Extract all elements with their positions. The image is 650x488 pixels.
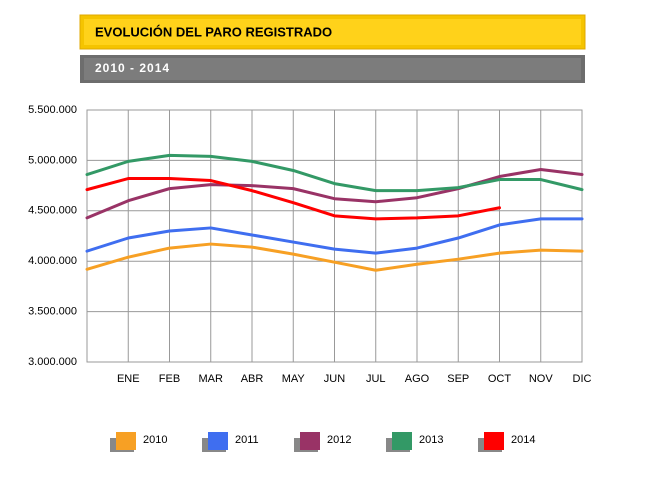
legend-label: 2014 [511, 434, 535, 446]
y-tick-label: 4.000.000 [28, 255, 77, 267]
x-tick-label: OCT [488, 373, 512, 385]
y-tick-label: 3.000.000 [28, 356, 77, 368]
series-line [85, 177, 501, 221]
legend-label: 2012 [327, 434, 351, 446]
series-line [85, 167, 584, 220]
x-tick-label: ENE [117, 373, 140, 385]
subtitle-bar-inner [84, 58, 581, 80]
series-line [85, 153, 584, 193]
series-line [85, 242, 584, 272]
x-tick-label: MAR [199, 373, 224, 385]
title-bar-inner [84, 19, 581, 45]
legend-swatch [208, 432, 228, 450]
legend-label: 2013 [419, 434, 443, 446]
y-tick-label: 5.500.000 [28, 104, 77, 116]
x-tick-label: FEB [159, 373, 180, 385]
legend-swatch [484, 432, 504, 450]
x-tick-label: AGO [405, 373, 430, 385]
x-tick-label: MAY [282, 373, 306, 385]
y-tick-label: 5.000.000 [28, 154, 77, 166]
y-tick-label: 3.500.000 [28, 306, 77, 318]
legend-label: 2010 [143, 434, 167, 446]
x-tick-label: NOV [529, 373, 554, 385]
legend-swatch [300, 432, 320, 450]
y-tick-label: 4.500.000 [28, 205, 77, 217]
legend-swatch [392, 432, 412, 450]
x-tick-label: ABR [241, 373, 264, 385]
chart-subtitle: 2010 - 2014 [95, 61, 170, 75]
legend-label: 2011 [235, 434, 259, 446]
legend-swatch [116, 432, 136, 450]
x-tick-label: JUL [366, 373, 386, 385]
chart-title: EVOLUCIÓN DEL PARO REGISTRADO [95, 24, 332, 39]
series-line [85, 217, 584, 255]
x-tick-label: SEP [447, 373, 469, 385]
x-tick-label: JUN [324, 373, 345, 385]
x-tick-label: DIC [573, 373, 592, 385]
